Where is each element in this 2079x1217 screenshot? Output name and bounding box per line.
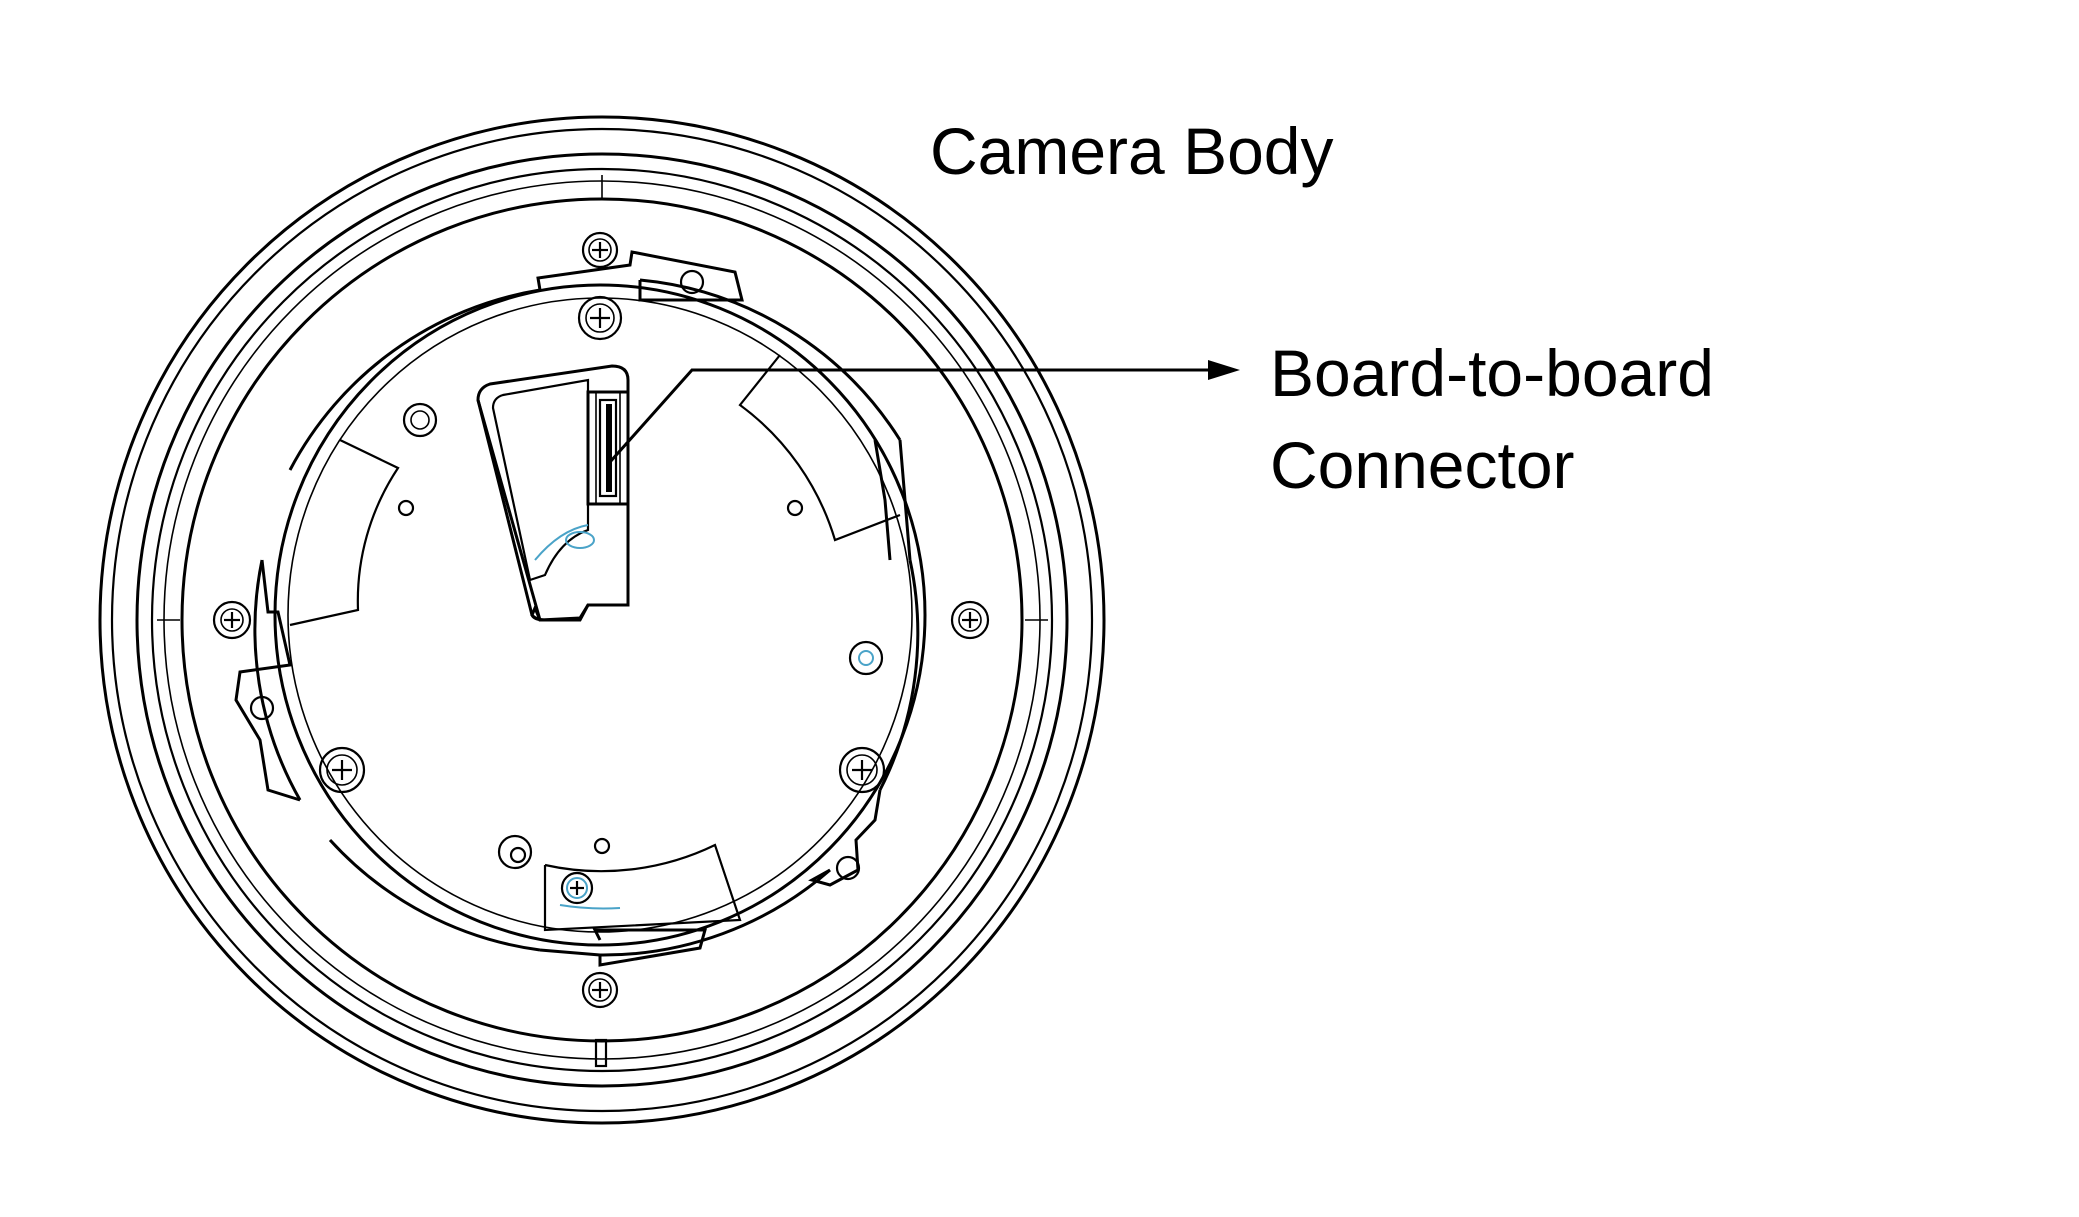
inner-plate bbox=[273, 283, 927, 947]
connector-label-line1: Board-to-board bbox=[1270, 336, 1714, 410]
screw-top-outer bbox=[581, 231, 619, 269]
screw-lower-left bbox=[318, 746, 366, 794]
screws bbox=[212, 231, 990, 1009]
connector-label-line2: Connector bbox=[1270, 428, 1575, 502]
camera-body-label: Camera Body bbox=[930, 114, 1334, 188]
screw-right bbox=[950, 600, 990, 640]
screw-bottom-small bbox=[560, 871, 594, 905]
screw-bottom bbox=[581, 971, 619, 1009]
connector-bay bbox=[476, 364, 630, 622]
screw-lower-right bbox=[838, 746, 886, 794]
plate-holes bbox=[397, 402, 884, 870]
plate-cutouts bbox=[289, 354, 901, 932]
outer-rings bbox=[98, 115, 1106, 1125]
connector-leader-arrow[interactable] bbox=[608, 360, 1240, 463]
screw-left bbox=[212, 600, 252, 640]
mounting-bracket bbox=[234, 250, 920, 967]
screw-top-inner bbox=[577, 295, 623, 341]
